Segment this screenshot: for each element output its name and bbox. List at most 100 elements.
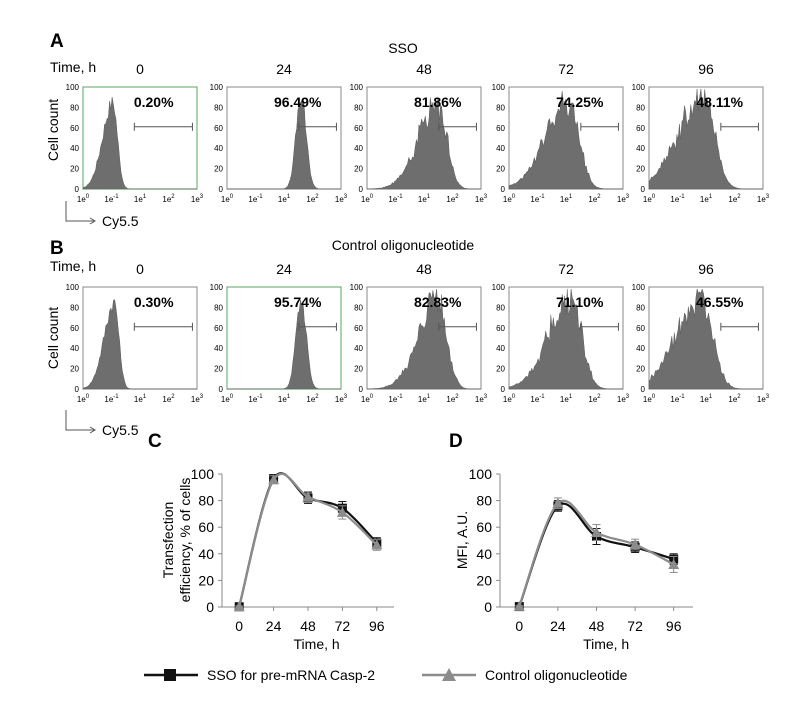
histogram-ytick-label: 20 <box>70 165 79 174</box>
histogram-ytick-label: 40 <box>214 144 223 153</box>
data-point-triangle <box>336 506 348 517</box>
histogram-xtick-label: 1e-1 <box>530 394 545 404</box>
histogram-panel-control-oligonucleotide-72: 72 0 20 40 60 80 100 1e0 1e-1 1e1 1e2 1e3 71.10% <box>492 261 630 404</box>
histogram-xtick-label: 1e1 <box>418 194 431 204</box>
histogram-xtick-label: 1e0 <box>503 394 516 404</box>
series-line <box>518 502 675 607</box>
histogram-ytick-label: 80 <box>354 303 363 312</box>
data-point-triangle <box>371 539 383 550</box>
histogram-ytick-label: 80 <box>214 103 223 112</box>
histogram-panel-sso-48: 48 0 20 40 60 80 100 1e0 1e-1 1e1 1e2 1e3 81.86% <box>350 61 488 204</box>
histogram-xtick-label: 1e-1 <box>248 394 263 404</box>
x-tick-label: 72 <box>627 618 643 634</box>
histogram-xtick-label: 1e0 <box>643 194 656 204</box>
histogram-xtick-label: 1e0 <box>221 394 234 404</box>
histogram-ytick-label: 100 <box>350 283 364 292</box>
histogram-ytick-label: 100 <box>350 83 364 92</box>
data-point-triangle <box>629 538 641 549</box>
histogram-xtick-label: 1e3 <box>335 394 348 404</box>
histogram-ytick-label: 100 <box>66 83 80 92</box>
x-tick-label: 24 <box>550 618 566 634</box>
histogram-xtick-label: 1e2 <box>162 394 175 404</box>
histogram-xtick-label: 1e1 <box>134 194 147 204</box>
histogram-xtick-label: 1e1 <box>134 394 147 404</box>
panel-d-letter: D <box>449 431 463 452</box>
panel-a-letter: A <box>50 31 64 52</box>
histogram-xtick-label: 1e-1 <box>104 394 119 404</box>
histogram-ytick-label: 40 <box>636 144 645 153</box>
gate-marker <box>438 322 477 331</box>
histogram-xtick-label: 1e1 <box>700 194 713 204</box>
histogram-xtick-label: 1e2 <box>306 194 319 204</box>
histogram-xtick-label: 1e2 <box>446 194 459 204</box>
histogram-ytick-label: 100 <box>66 283 80 292</box>
x-tick-label: 0 <box>515 618 523 634</box>
histogram-xtick-label: 1e0 <box>361 194 374 204</box>
histogram-ytick-label: 80 <box>496 303 505 312</box>
histogram-xtick-label: 1e2 <box>588 394 601 404</box>
histogram-ytick-label: 60 <box>214 124 223 133</box>
gate-marker <box>580 122 619 131</box>
histogram-time-label: 48 <box>416 261 432 277</box>
histogram-xtick-label: 1e-1 <box>670 394 685 404</box>
row-a-ylabel: Cell count <box>45 99 61 161</box>
series-control <box>513 497 680 611</box>
row-a-axis-glyph <box>65 201 96 225</box>
histogram-time-label: 96 <box>698 261 714 277</box>
series-line <box>238 472 378 607</box>
histogram-xtick-label: 1e-1 <box>104 194 119 204</box>
section-a-title: SSO <box>388 40 418 56</box>
histogram-ytick-label: 80 <box>70 303 79 312</box>
histogram-ytick-label: 40 <box>354 344 363 353</box>
histogram-panel-sso-24: 24 0 20 40 60 80 100 1e0 1e-1 1e1 1e2 1e3 96.49% <box>210 61 348 204</box>
gate-marker <box>133 322 193 331</box>
histogram-ytick-label: 20 <box>496 365 505 374</box>
y-tick-label: 100 <box>191 466 215 482</box>
histogram-ytick-label: 0 <box>75 385 80 394</box>
histogram-distribution <box>508 288 623 390</box>
gate-percent-label: 96.49% <box>274 94 322 110</box>
histogram-ytick-label: 0 <box>359 385 364 394</box>
histogram-panel-control-oligonucleotide-24: 24 0 20 40 60 80 100 1e0 1e-1 1e1 1e2 1e3 95.74% <box>210 261 348 404</box>
histogram-distribution <box>508 91 623 190</box>
gate-percent-label: 95.74% <box>274 294 322 310</box>
histogram-xtick-label: 1e3 <box>617 394 630 404</box>
histogram-time-label: 96 <box>698 61 714 77</box>
histogram-xtick-label: 1e0 <box>643 394 656 404</box>
histogram-xtick-label: 1e0 <box>221 194 234 204</box>
line-chart-d: 0 20 40 60 80 100 0 24 48 72 96 Time, h MFI, A.U. <box>454 466 693 652</box>
gate-marker <box>580 322 619 331</box>
x-tick-label: 0 <box>235 618 243 634</box>
series-sso <box>514 500 679 612</box>
histogram-xtick-label: 1e3 <box>475 194 488 204</box>
histogram-ytick-label: 100 <box>632 83 646 92</box>
gate-percent-label: 48.11% <box>696 94 743 110</box>
x-axis-label: Time, h <box>294 636 340 652</box>
y-tick-label: 40 <box>476 546 492 562</box>
histogram-distribution <box>366 97 481 190</box>
histogram-time-label: 48 <box>416 61 432 77</box>
histogram-ytick-label: 40 <box>214 344 223 353</box>
histogram-xtick-label: 1e1 <box>560 194 573 204</box>
histogram-ytick-label: 100 <box>210 283 224 292</box>
row-b-xlabel: Cy5.5 <box>102 422 139 438</box>
row-a-xlabel: Cy5.5 <box>102 213 139 229</box>
histogram-ytick-label: 0 <box>219 385 224 394</box>
legend-marker-series2 <box>422 668 476 681</box>
histogram-ytick-label: 0 <box>501 185 506 194</box>
data-point-triangle <box>233 601 245 612</box>
histogram-ytick-label: 20 <box>496 165 505 174</box>
histogram-xtick-label: 1e3 <box>757 194 770 204</box>
histogram-panel-sso-72: 72 0 20 40 60 80 100 1e0 1e-1 1e1 1e2 1e3 74.25% <box>492 61 630 204</box>
histogram-ytick-label: 80 <box>496 103 505 112</box>
histogram-ytick-label: 20 <box>354 365 363 374</box>
histogram-ytick-label: 40 <box>496 344 505 353</box>
histogram-ytick-label: 60 <box>496 124 505 133</box>
data-point-triangle <box>268 474 280 485</box>
histogram-xtick-label: 1e3 <box>617 194 630 204</box>
histogram-ytick-label: 60 <box>70 324 79 333</box>
panel-c-letter: C <box>148 431 162 452</box>
histogram-time-label: 24 <box>276 61 292 77</box>
gate-percent-label: 46.55% <box>696 294 744 310</box>
data-point-triangle <box>668 558 680 569</box>
